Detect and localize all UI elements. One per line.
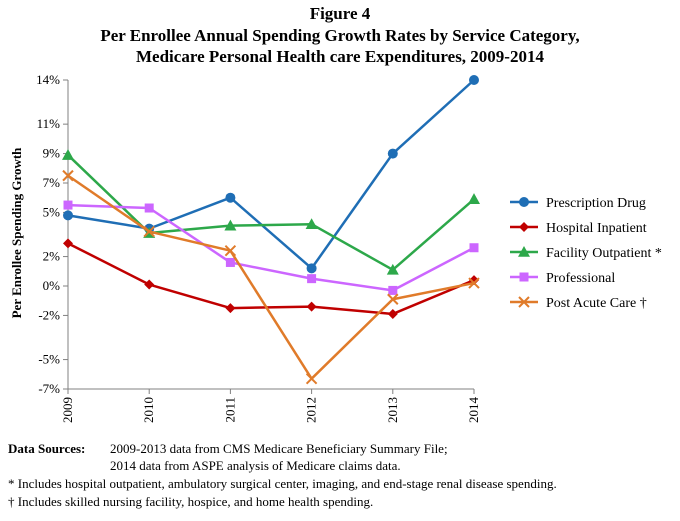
legend-marker [519, 222, 529, 232]
data-point [388, 285, 398, 295]
y-tick-label: 14% [36, 72, 60, 87]
legend-item: Professional [510, 271, 615, 286]
data-point [63, 200, 73, 210]
data-point [63, 210, 73, 221]
data-point [469, 75, 479, 85]
x-tick-label: 2009 [60, 397, 75, 423]
data-point [468, 277, 480, 289]
data-point [306, 301, 317, 312]
y-axis-label: Per Enrollee Spending Growth [9, 147, 24, 319]
legend: Prescription Drug Hospital Inpatient Facil… [510, 196, 662, 311]
series-2 [62, 149, 480, 275]
data-point [225, 303, 236, 314]
data-point [305, 372, 318, 385]
y-tick-label: 0% [43, 278, 61, 293]
footnote-dagger: † Includes skilled nursing facility, hos… [8, 494, 373, 509]
legend-marker [518, 246, 530, 257]
data-point [468, 193, 480, 204]
footnote-asterisk: * Includes hospital outpatient, ambulato… [8, 476, 557, 491]
data-point [387, 308, 398, 319]
data-point [62, 149, 74, 160]
data-point [387, 148, 398, 159]
legend-marker [518, 296, 530, 308]
data-point [307, 274, 317, 284]
sources-label: Data Sources: [8, 441, 85, 456]
legend-label: Facility Outpatient * [546, 246, 662, 261]
series-4 [62, 169, 480, 385]
legend-item: Hospital Inpatient [510, 221, 647, 236]
y-tick-label: -7% [38, 381, 60, 396]
y-tick-label: 7% [43, 175, 61, 190]
data-point [143, 225, 155, 238]
x-tick-label: 2011 [222, 397, 237, 423]
legend-marker [519, 197, 529, 207]
data-point [144, 203, 154, 213]
y-tick-label: 9% [43, 146, 61, 161]
svg-text:Data Sources:: Data Sources: [8, 441, 85, 456]
chart-title-line-3: Medicare Personal Health care Expenditur… [136, 47, 544, 66]
series-line [67, 79, 475, 270]
x-tick-label: 2012 [304, 397, 319, 423]
legend-label: Post Acute Care † [546, 296, 647, 311]
series-line [67, 203, 475, 292]
data-point [62, 169, 74, 182]
data-point [386, 263, 399, 275]
y-tick-label: -2% [38, 307, 60, 322]
legend-label: Prescription Drug [546, 196, 646, 211]
legend-label: Professional [546, 271, 615, 286]
data-point [225, 192, 236, 203]
y-tick-label: 2% [43, 249, 61, 264]
data-point [224, 244, 237, 257]
data-sources: Data Sources: 2009-2013 data from CMS Me… [8, 441, 557, 509]
x-tick-label: 2014 [466, 397, 481, 424]
sources-line-1: 2009-2013 data from CMS Medicare Benefic… [110, 441, 448, 456]
chart-title-line-2: Per Enrollee Annual Spending Growth Rate… [100, 26, 579, 45]
x-tick-label: 2010 [141, 397, 156, 423]
series-line [67, 174, 475, 380]
series-layer [62, 75, 480, 385]
legend-marker [519, 272, 529, 282]
y-tick-label: 5% [43, 204, 61, 219]
series-line [67, 154, 475, 272]
data-point [225, 257, 235, 267]
legend-label: Hospital Inpatient [546, 221, 647, 236]
data-point [63, 238, 73, 249]
y-tick-label: -5% [38, 352, 60, 367]
series-0 [63, 75, 479, 274]
data-point [305, 218, 318, 229]
legend-item: Facility Outpatient * [510, 246, 662, 261]
legend-item: Post Acute Care † [510, 296, 647, 311]
data-point [469, 243, 479, 253]
axes: 14% 11% 9% 7% 5% 2% 0% -2% -5% -7%2009 2010 2011 201… [36, 72, 481, 423]
y-tick-label: 11% [37, 116, 61, 131]
data-point [144, 279, 155, 290]
series-line [67, 242, 475, 316]
x-tick-label: 2013 [385, 397, 400, 423]
legend-item: Prescription Drug [510, 196, 646, 211]
data-point [387, 293, 399, 305]
sources-line-2: 2014 data from ASPE analysis of Medicare… [110, 458, 401, 473]
data-point [306, 263, 317, 274]
series-3 [63, 200, 479, 295]
data-point [224, 219, 237, 231]
chart-title-line-1: Figure 4 [310, 4, 371, 23]
